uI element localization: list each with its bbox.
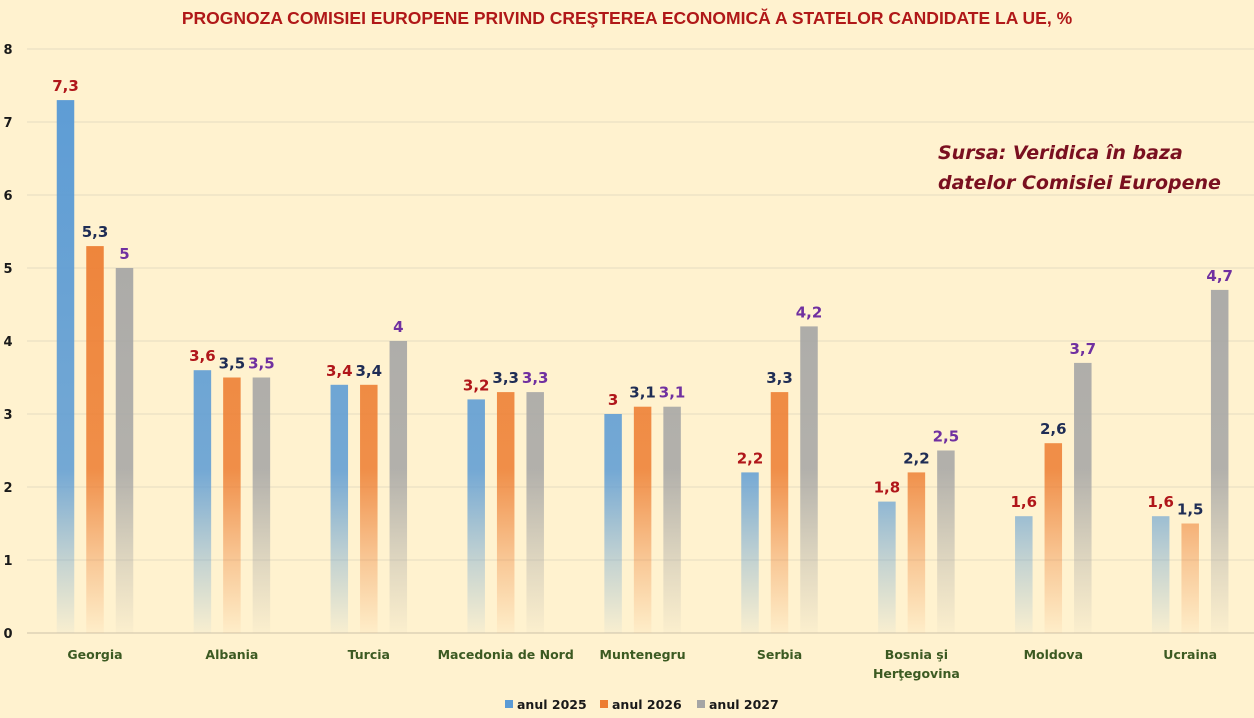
- legend-swatch: [697, 700, 705, 708]
- bar: [1151, 516, 1170, 633]
- x-tick-label: Moldova: [1024, 647, 1083, 662]
- data-label: 4: [393, 318, 403, 336]
- y-tick-label: 8: [3, 43, 12, 58]
- bar: [56, 100, 75, 634]
- x-tick-label: Muntenegru: [600, 647, 686, 662]
- bar: [1074, 362, 1092, 633]
- legend-label: anul 2026: [612, 697, 682, 712]
- data-label: 2,2: [903, 449, 930, 467]
- data-label: 3,5: [248, 355, 275, 373]
- legend-item: anul 2026: [600, 697, 682, 712]
- y-tick-label: 1: [3, 554, 12, 569]
- data-label: 1,5: [1177, 501, 1204, 519]
- bar: [115, 268, 134, 633]
- data-label: 7,3: [52, 77, 79, 95]
- y-tick-label: 3: [3, 408, 12, 423]
- bars: [56, 100, 1229, 634]
- data-label: 3,1: [659, 384, 686, 402]
- bar: [1015, 516, 1033, 633]
- y-tick-label: 6: [3, 189, 12, 204]
- legend-swatch: [505, 700, 513, 708]
- data-label: 5,3: [82, 223, 109, 241]
- y-tick-label: 2: [3, 481, 12, 496]
- bar: [467, 399, 485, 633]
- x-tick-label: Serbia: [757, 647, 802, 662]
- bar: [907, 472, 926, 633]
- data-label: 3,2: [463, 376, 490, 394]
- bar: [86, 246, 104, 633]
- x-tick-label: Albania: [205, 647, 258, 662]
- legend-label: anul 2025: [517, 697, 587, 712]
- bar: [770, 392, 789, 633]
- x-tick-label: Ucraina: [1163, 647, 1217, 662]
- x-tick-label: Turcia: [348, 647, 390, 662]
- bar: [633, 406, 652, 633]
- data-label: 2,2: [737, 449, 764, 467]
- data-label: 1,6: [1147, 493, 1174, 511]
- source-annotation: Sursa: Veridica în baza datelor Comisiei…: [938, 142, 1221, 194]
- data-label: 3,7: [1070, 340, 1097, 358]
- bar: [389, 341, 408, 633]
- bar: [800, 326, 818, 633]
- legend-label: anul 2027: [709, 697, 779, 712]
- bar: [1044, 443, 1063, 633]
- data-label: 1,6: [1011, 493, 1038, 511]
- data-label: 3,5: [219, 355, 246, 373]
- y-axis-ticks: 0 1 2 3 4 5 6 7 8: [3, 43, 12, 642]
- bar: [663, 406, 681, 633]
- chart-title: PROGNOZA COMISIEI EUROPENE PRIVIND CREŞT…: [182, 7, 1073, 28]
- bar: [360, 384, 378, 633]
- y-tick-label: 0: [3, 627, 12, 642]
- bar: [878, 501, 896, 633]
- data-label: 3,4: [326, 362, 353, 380]
- bar: [1181, 523, 1199, 633]
- bar: [252, 377, 271, 633]
- data-label: 2,6: [1040, 420, 1067, 438]
- data-label: 3: [608, 391, 618, 409]
- legend-item: anul 2027: [697, 697, 779, 712]
- data-label: 5: [119, 245, 129, 263]
- bar: [330, 384, 349, 633]
- data-label: 2,5: [933, 428, 960, 446]
- data-label: 3,3: [522, 369, 549, 387]
- bar: [937, 450, 955, 633]
- bar: [1210, 289, 1229, 633]
- bar: [223, 377, 241, 633]
- data-label: 3,3: [766, 369, 793, 387]
- x-tick-label: Macedonia de Nord: [438, 647, 574, 662]
- bar: [604, 414, 622, 633]
- legend: anul 2025 anul 2026 anul 2027: [505, 697, 779, 712]
- x-axis-ticks: Georgia Albania Turcia Macedonia de Nord Mun…: [67, 647, 1217, 681]
- y-tick-label: 7: [3, 116, 12, 131]
- bar: [741, 472, 759, 633]
- y-tick-label: 4: [3, 335, 12, 350]
- bar: [526, 392, 544, 633]
- source-line-2: datelor Comisiei Europene: [938, 172, 1221, 194]
- data-label: 4,7: [1206, 267, 1233, 285]
- legend-swatch: [600, 700, 608, 708]
- data-labels: 7,35,353,6 3,5 3,5 3,4 3,443,2 3,3 3,33 3,1 3,12…: [52, 77, 1233, 518]
- x-tick-label: Bosnia şi Herţegovina: [873, 647, 960, 681]
- data-label: 4,2: [796, 303, 823, 321]
- data-label: 3,6: [189, 347, 216, 365]
- data-label: 3,4: [356, 362, 383, 380]
- bar: [496, 392, 515, 633]
- data-label: 3,3: [492, 369, 519, 387]
- bar: [193, 370, 212, 633]
- y-tick-label: 5: [3, 262, 12, 277]
- x-tick-label: Georgia: [67, 647, 122, 662]
- data-label: 3,1: [629, 384, 656, 402]
- source-line-1: Sursa: Veridica în baza: [938, 142, 1183, 164]
- data-label: 1,8: [874, 479, 901, 497]
- legend-item: anul 2025: [505, 697, 587, 712]
